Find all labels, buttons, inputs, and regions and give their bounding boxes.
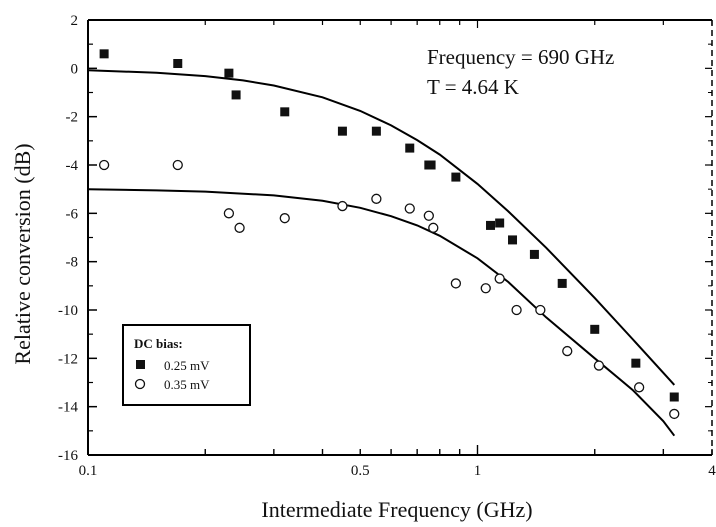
point-square — [224, 68, 234, 78]
point-circle — [234, 222, 245, 233]
point-square — [371, 126, 381, 136]
point-square — [173, 59, 183, 68]
point-square — [669, 392, 679, 402]
y-tick-label: -16 — [58, 448, 78, 464]
x-axis: 0.1 0.5 1 4 — [79, 20, 716, 479]
point-circle — [511, 304, 522, 316]
y-axis-title: Relative conversion (dB) — [10, 143, 35, 364]
legend-marker-circle — [134, 378, 146, 390]
point-circle — [494, 273, 505, 284]
point-square — [631, 358, 641, 368]
point-square — [590, 324, 600, 334]
point-square — [405, 143, 415, 153]
annotation-frequency: Frequency = 690 GHz — [427, 45, 614, 69]
point-circle — [404, 203, 415, 214]
y-axis: 2 0 -2 -4 -6 -8 -10 -12 -14 -16 — [58, 13, 712, 464]
point-circle — [428, 222, 439, 233]
point-circle — [450, 278, 462, 289]
x-tick-label: 0.5 — [351, 463, 370, 479]
fit-curve-series-1 — [87, 188, 676, 437]
legend-label-1: 0.35 mV — [164, 377, 210, 392]
annotation-temperature: T = 4.64 K — [427, 75, 519, 99]
point-square — [508, 235, 518, 245]
point-square — [495, 218, 505, 228]
y-tick-label: -6 — [66, 206, 79, 222]
point-circle — [535, 304, 546, 316]
x-tick-label: 0.1 — [79, 463, 98, 479]
y-tick-label: -2 — [66, 110, 79, 126]
point-square — [426, 160, 436, 170]
data-points — [98, 49, 680, 420]
point-circle — [633, 382, 645, 393]
legend-label-0: 0.25 mV — [164, 358, 210, 373]
y-tick-label: -4 — [66, 158, 79, 174]
y-tick-label: -12 — [58, 351, 78, 367]
y-tick-label: -10 — [58, 303, 78, 319]
point-circle — [279, 213, 290, 224]
point-circle — [669, 408, 680, 420]
point-square — [529, 249, 539, 259]
point-circle — [371, 193, 382, 204]
fit-curve-series-0 — [87, 69, 676, 386]
point-square — [231, 90, 241, 100]
fit-curves — [87, 69, 676, 437]
point-circle — [337, 200, 348, 212]
y-tick-label: -14 — [58, 400, 78, 416]
point-square — [337, 126, 347, 136]
point-circle — [480, 283, 491, 294]
point-square — [280, 107, 290, 117]
point-square — [99, 49, 109, 59]
y-tick-label: 2 — [71, 13, 79, 29]
legend-marker-square — [136, 360, 145, 369]
legend: DC bias: 0.25 mV 0.35 mV — [122, 324, 251, 406]
point-square — [486, 220, 496, 230]
x-tick-label: 1 — [474, 463, 482, 479]
x-axis-title: Intermediate Frequency (GHz) — [261, 497, 532, 522]
point-circle — [593, 360, 605, 371]
point-square — [451, 172, 461, 182]
point-circle — [98, 159, 110, 171]
y-tick-label: 0 — [71, 61, 79, 77]
legend-title: DC bias: — [134, 336, 183, 351]
point-circle — [172, 159, 183, 171]
point-circle — [423, 210, 434, 221]
point-circle — [562, 345, 573, 357]
point-circle — [223, 208, 235, 219]
y-tick-label: -8 — [66, 255, 79, 271]
x-tick-label: 4 — [708, 463, 716, 479]
point-square — [557, 278, 567, 288]
